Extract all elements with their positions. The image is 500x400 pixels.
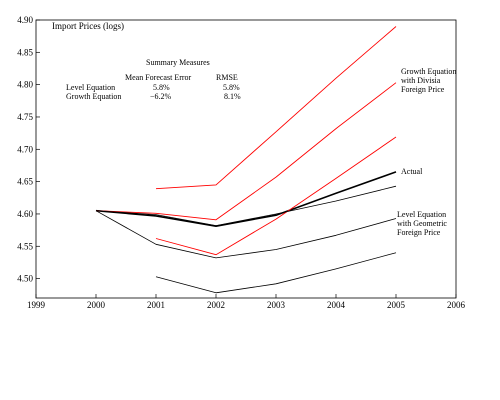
x-tick-label: 2004 (327, 300, 346, 310)
y-tick-label: 4.65 (17, 177, 33, 187)
summary-header-mfe: Mean Forecast Error (125, 73, 192, 82)
y-tick-label: 4.60 (17, 209, 33, 219)
y-tick-label: 4.55 (17, 241, 33, 251)
y-tick-label: 4.50 (17, 274, 33, 284)
summary-row-rmse: 5.8% (223, 83, 240, 92)
x-tick-label: 2001 (147, 300, 165, 310)
annotation-actual: Actual (401, 167, 423, 176)
summary-row-mfe: 5.8% (153, 83, 170, 92)
y-tick-label: 4.90 (17, 15, 33, 25)
x-tick-label: 2006 (447, 300, 466, 310)
annotation-line: with Geometric (397, 219, 447, 228)
x-tick-label: 2000 (87, 300, 106, 310)
series-line (155, 26, 397, 190)
y-axis-label: Import Prices (logs) (52, 21, 124, 31)
summary-row-label: Level Equation (66, 83, 115, 92)
x-tick-label: 1999 (27, 300, 46, 310)
summary-row-label: Growth Equation (66, 92, 121, 101)
annotation-line: Growth Equation (401, 67, 456, 76)
annotation-line: Foreign Price (401, 85, 445, 94)
summary-header-rmse: RMSE (216, 73, 238, 82)
axis-ticks: 1999 2000 2001 2002 2003 2004 2005 2006 4.50 4.55… (17, 15, 465, 310)
annotation-line: Actual (401, 167, 423, 176)
y-tick-label: 4.80 (17, 80, 33, 90)
summary-row-mfe: −6.2% (150, 92, 172, 101)
series-line (155, 136, 397, 256)
annotation-line: with Divisia (401, 76, 441, 85)
x-tick-label: 2002 (207, 300, 225, 310)
series-line (95, 185, 397, 227)
annotation-line: Foreign Price (397, 228, 441, 237)
series-line (95, 210, 397, 259)
x-tick-label: 2003 (267, 300, 286, 310)
series-line (95, 82, 397, 221)
plot-frame (35, 19, 457, 299)
annotation-line: Level Equation (397, 210, 446, 219)
series-line (155, 252, 397, 294)
annotation-growth-divisia: Growth Equation with Divisia Foreign Pri… (401, 67, 456, 94)
x-tick-label: 2005 (387, 300, 406, 310)
y-tick-label: 4.70 (17, 144, 33, 154)
summary-measures: Summary Measures Mean Forecast Error RMS… (66, 58, 241, 101)
y-tick-label: 4.75 (17, 112, 33, 122)
series-line-actual (95, 171, 397, 227)
series-layer (95, 26, 397, 294)
y-tick-label: 4.85 (17, 47, 33, 57)
summary-row-rmse: 8.1% (224, 92, 241, 101)
summary-title: Summary Measures (146, 58, 210, 67)
annotation-level-geometric: Level Equation with Geometric Foreign Pr… (397, 210, 447, 237)
